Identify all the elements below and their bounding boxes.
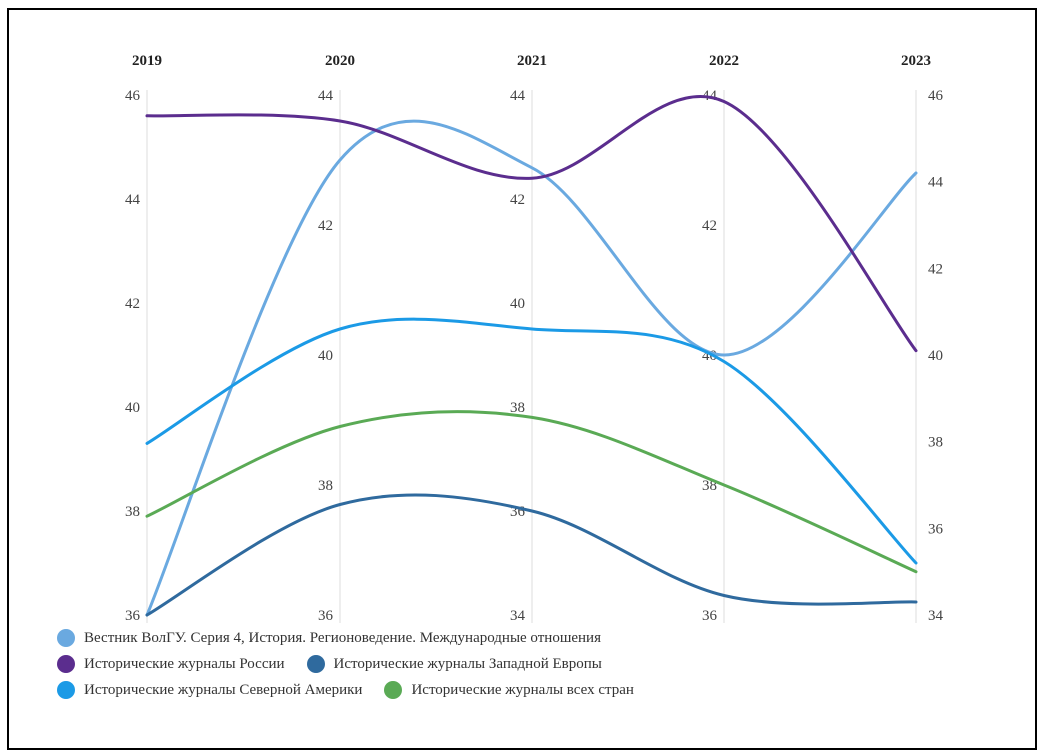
series-line-2[interactable] bbox=[145, 493, 918, 617]
tick-label: 40 bbox=[510, 296, 525, 312]
axis-title-2022: 2022 bbox=[709, 53, 739, 69]
axis-title-2019: 2019 bbox=[132, 53, 162, 69]
tick-label: 44 bbox=[510, 88, 526, 104]
series-layer bbox=[145, 94, 918, 617]
tick-label: 42 bbox=[510, 192, 525, 208]
tick-label: 44 bbox=[928, 175, 944, 191]
tick-label: 40 bbox=[125, 400, 140, 416]
legend-item[interactable]: Вестник ВолГУ. Серия 4, История. Регионо… bbox=[57, 629, 601, 647]
legend-label: Вестник ВолГУ. Серия 4, История. Регионо… bbox=[84, 629, 601, 646]
tick-label: 40 bbox=[928, 348, 943, 364]
legend-swatch-icon bbox=[57, 655, 75, 673]
tick-label: 42 bbox=[928, 261, 943, 277]
axis-title-2020: 2020 bbox=[325, 53, 355, 69]
tick-label: 34 bbox=[928, 608, 944, 624]
legend-label: Исторические журналы Западной Европы bbox=[333, 655, 602, 672]
legend-item[interactable]: Исторические журналы всех стран bbox=[384, 681, 634, 699]
legend-swatch-icon bbox=[57, 629, 75, 647]
legend-swatch-icon bbox=[306, 655, 325, 673]
series-line-4[interactable] bbox=[145, 410, 918, 574]
tick-label: 46 bbox=[125, 88, 141, 104]
tick-label: 38 bbox=[928, 435, 943, 451]
tick-label: 36 bbox=[318, 608, 334, 624]
tick-label: 38 bbox=[318, 478, 333, 494]
tick-label: 38 bbox=[510, 400, 525, 416]
tick-label: 42 bbox=[318, 218, 333, 234]
legend-label: Исторические журналы России bbox=[84, 655, 285, 672]
tick-label: 34 bbox=[510, 608, 526, 624]
series-line-0[interactable] bbox=[145, 119, 918, 617]
tick-label: 46 bbox=[928, 88, 944, 104]
legend-item[interactable]: Исторические журналы России bbox=[57, 655, 285, 673]
legend-row-2: Исторические журналы Северной Америки Ист… bbox=[57, 677, 1017, 703]
legend-item[interactable]: Исторические журналы Северной Америки bbox=[57, 681, 362, 699]
series-line-1[interactable] bbox=[145, 94, 918, 353]
chart-frame bbox=[7, 8, 1037, 750]
axes-layer: 2019 36 38 40 42 44 46 2020 36 38 40 42 44 2021 34 36 38… bbox=[125, 53, 944, 624]
legend-label: Исторические журналы Северной Америки bbox=[84, 681, 363, 698]
legend-label: Исторические журналы всех стран bbox=[411, 681, 634, 698]
legend-item[interactable]: Исторические журналы Западной Европы bbox=[306, 655, 602, 673]
tick-label: 36 bbox=[928, 521, 944, 537]
tick-label: 40 bbox=[318, 348, 333, 364]
tick-label: 38 bbox=[125, 504, 140, 520]
tick-label: 36 bbox=[702, 608, 718, 624]
legend-row-0: Вестник ВолГУ. Серия 4, История. Регионо… bbox=[57, 625, 1017, 651]
legend-swatch-icon bbox=[384, 681, 403, 699]
legend-swatch-icon bbox=[57, 681, 75, 699]
legend-row-1: Исторические журналы России Исторические … bbox=[57, 651, 1017, 677]
chart-legend: Вестник ВолГУ. Серия 4, История. Регионо… bbox=[57, 625, 1017, 703]
axis-title-2023: 2023 bbox=[901, 53, 931, 69]
tick-label: 44 bbox=[318, 88, 334, 104]
tick-label: 42 bbox=[125, 296, 140, 312]
tick-label: 44 bbox=[125, 192, 141, 208]
series-line-3[interactable] bbox=[145, 317, 918, 565]
tick-label: 36 bbox=[125, 608, 141, 624]
axis-title-2021: 2021 bbox=[517, 53, 547, 69]
tick-label: 42 bbox=[702, 218, 717, 234]
